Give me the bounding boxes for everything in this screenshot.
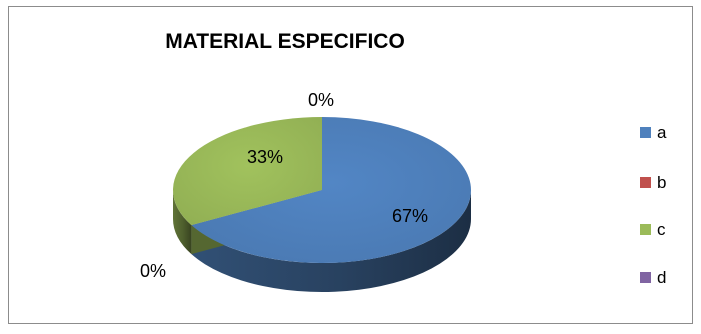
data-label-a: 67% [392,206,428,226]
data-label-b: 0% [308,90,334,110]
chart-title: MATERIAL ESPECIFICO [165,30,405,53]
pie-side-a [191,190,471,292]
legend-label-b: b [657,173,667,192]
data-label-c: 33% [247,147,283,167]
legend-swatch-c [640,224,651,235]
legend-label-d: d [657,268,667,287]
legend-label-a: a [657,123,667,142]
legend-item-c: c [640,220,690,240]
legend-item-b: b [640,173,690,193]
legend-swatch-a [640,127,651,138]
pie-slice-c [172,116,322,226]
data-label-d: 0% [140,261,166,281]
legend-label-c: c [657,220,666,239]
legend-swatch-d [640,272,651,283]
legend-item-d: d [640,268,690,288]
pie-slice-a [191,117,471,263]
pie-side-c [173,190,192,255]
legend-swatch-b [640,177,651,188]
legend-item-a: a [640,123,690,143]
